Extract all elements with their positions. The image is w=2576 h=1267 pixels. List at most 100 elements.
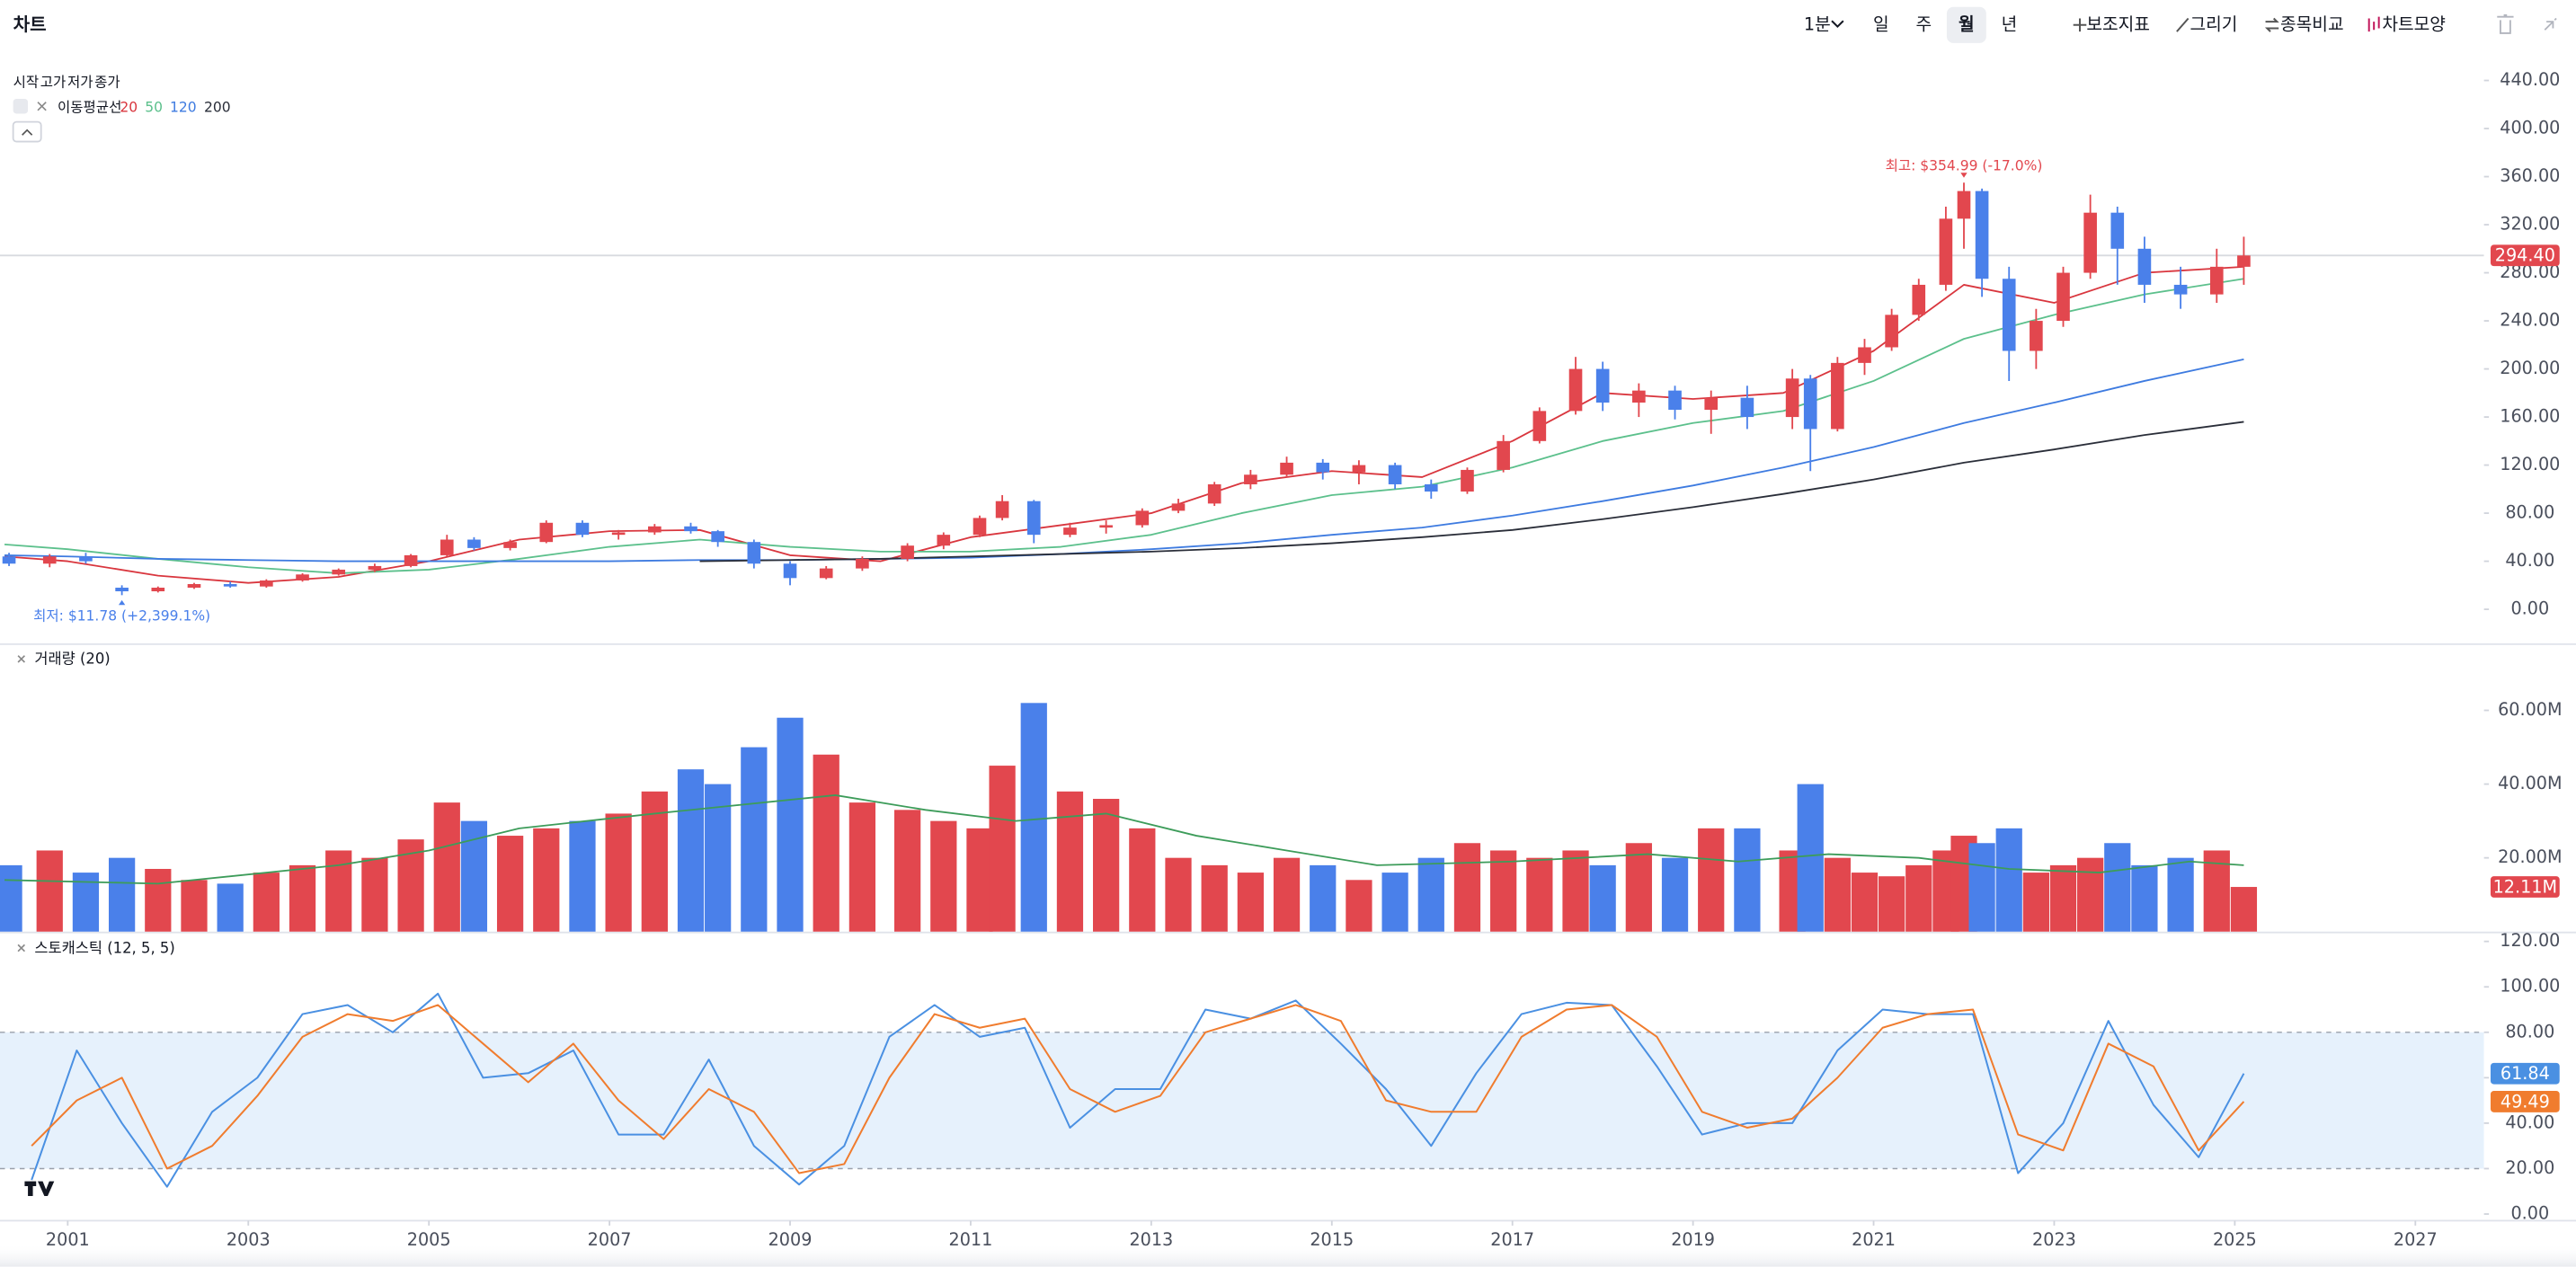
- y-tick-label: 400.00: [2500, 118, 2560, 138]
- volume-bar: [893, 810, 921, 932]
- volume-bar: [1797, 784, 1824, 932]
- period-tab[interactable]: 월: [1959, 13, 1975, 34]
- candle-body: [440, 539, 454, 555]
- volume-bar: [1589, 864, 1616, 932]
- period-tab[interactable]: 일: [1873, 13, 1889, 34]
- page-title: 차트: [13, 13, 47, 35]
- volume-bar: [1490, 850, 1517, 932]
- close-icon[interactable]: [37, 102, 47, 111]
- candle-body: [819, 568, 833, 579]
- x-tick-label: 2005: [407, 1229, 451, 1250]
- candle-body: [1207, 483, 1221, 504]
- volume-bar: [2049, 864, 2077, 932]
- candle-body: [404, 554, 418, 566]
- candle-body: [1803, 378, 1817, 430]
- last-value-label: 294.40: [2495, 245, 2555, 266]
- volume-bar: [2022, 873, 2049, 932]
- volume-bar: [1381, 873, 1408, 932]
- volume-title: 거래량 (20): [34, 651, 110, 668]
- stoch-title: 스토캐스틱 (12, 5, 5): [34, 939, 174, 956]
- candle-body: [1885, 315, 1898, 348]
- period-tab[interactable]: 년: [2002, 13, 2018, 34]
- collapse-icon[interactable]: [2544, 17, 2557, 31]
- collapse-button[interactable]: [12, 120, 42, 143]
- volume-bar: [677, 769, 705, 932]
- y-tick-label: 280.00: [2500, 261, 2560, 282]
- candle-body: [115, 588, 129, 592]
- tool-icon: [2176, 17, 2190, 32]
- volume-bar: [253, 873, 280, 932]
- volume-bar: [181, 880, 208, 932]
- candle-body: [368, 565, 382, 570]
- candle-body: [260, 580, 273, 587]
- y-tick-label: 240.00: [2500, 310, 2560, 331]
- candle-body: [332, 569, 346, 575]
- x-tick-label: 2001: [46, 1229, 90, 1250]
- candle-body: [2030, 321, 2043, 351]
- candle-body: [467, 539, 481, 548]
- x-tick-label: 2003: [227, 1229, 271, 1250]
- candle-body: [995, 501, 1009, 518]
- volume-bar: [1824, 857, 1851, 932]
- tool-button[interactable]: 보조지표: [2086, 13, 2150, 34]
- y-tick-label: 320.00: [2500, 214, 2560, 235]
- x-tick-label: 2009: [768, 1229, 813, 1250]
- candle-body: [1316, 462, 1330, 473]
- trash-icon[interactable]: [2497, 13, 2514, 34]
- x-tick-label: 2017: [1490, 1229, 1534, 1250]
- x-tick-label: 2023: [2032, 1229, 2076, 1250]
- volume-bar: [1201, 864, 1228, 932]
- y-tick-label: 0.00: [2510, 1203, 2549, 1224]
- candle-body: [296, 574, 309, 580]
- y-tick-label: 200.00: [2500, 358, 2560, 378]
- candle-body: [747, 542, 761, 564]
- x-tick-label: 2021: [1852, 1229, 1896, 1250]
- volume-bar: [1698, 828, 1725, 932]
- candle-body: [2173, 284, 2188, 295]
- candle-body: [1026, 501, 1041, 536]
- y-tick-label: 160.00: [2500, 406, 2560, 427]
- plot-area: [0, 182, 2484, 1188]
- volume-bar: [108, 857, 136, 932]
- annotation-pointer: [1960, 173, 1968, 178]
- candle-body: [1939, 218, 1953, 285]
- candle-body: [1280, 462, 1293, 475]
- legend-entry: 120: [170, 100, 197, 116]
- x-tick-label: 2027: [2394, 1229, 2438, 1250]
- volume-bar: [1056, 791, 1084, 932]
- close-icon[interactable]: [17, 655, 25, 663]
- tool-button[interactable]: 종목비교: [2280, 13, 2344, 34]
- visibility-icon[interactable]: [13, 99, 29, 114]
- volume-bar: [930, 820, 957, 932]
- tool-button[interactable]: 차트모양: [2382, 13, 2446, 34]
- candle-body: [1497, 440, 1510, 470]
- candle-body: [1975, 190, 1989, 279]
- legend-field: 종가: [94, 74, 120, 90]
- volume-bar: [741, 747, 768, 932]
- candle-body: [1912, 284, 1926, 315]
- volume-bar: [1851, 873, 1879, 932]
- volume-bar: [777, 717, 804, 932]
- candle-body: [2083, 212, 2097, 273]
- volume-bar: [569, 820, 596, 932]
- candle-body: [1831, 362, 1844, 430]
- candle-body: [1099, 525, 1113, 528]
- volume-bar: [1417, 857, 1444, 932]
- x-tick-label: 2019: [1671, 1229, 1715, 1250]
- last-value-label: 12.11M: [2493, 876, 2557, 897]
- volume-bar: [1453, 843, 1481, 932]
- tv-logo: [18, 1173, 58, 1203]
- close-icon[interactable]: [17, 944, 25, 952]
- legend-entry: 20: [120, 100, 138, 116]
- tool-button[interactable]: 그리기: [2190, 13, 2237, 34]
- period-tab[interactable]: 주: [1916, 13, 1932, 34]
- volume-bar: [1346, 880, 1372, 932]
- candle-body: [42, 556, 57, 564]
- tool-icon: [2073, 18, 2087, 32]
- interval-select[interactable]: 1분: [1804, 13, 1831, 34]
- tool-icon: [2367, 16, 2380, 32]
- volume-bar: [36, 850, 63, 932]
- last-value-label: 61.84: [2500, 1063, 2550, 1084]
